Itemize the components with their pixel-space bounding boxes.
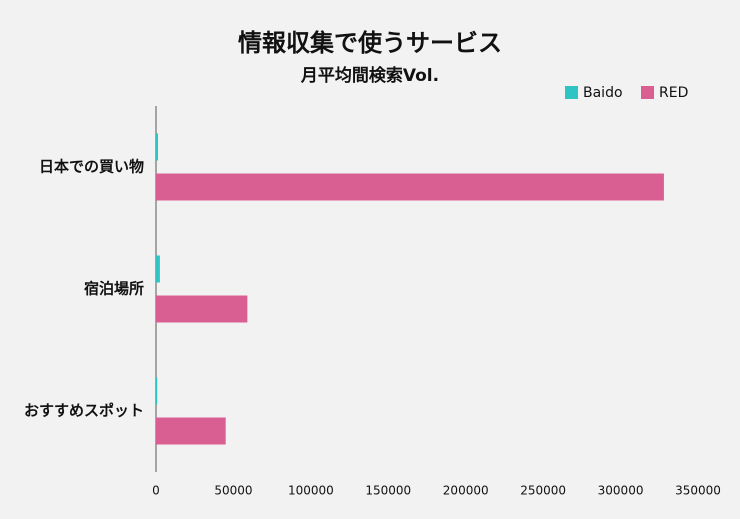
chart-title: 情報収集で使うサービス — [238, 29, 502, 57]
legend-swatch — [565, 86, 578, 99]
x-tick-label: 50000 — [214, 484, 252, 498]
x-tick-label: 350000 — [675, 484, 721, 498]
bar — [156, 133, 159, 161]
x-tick-label: 250000 — [520, 484, 566, 498]
y-tick-label: 日本での買い物 — [39, 158, 144, 176]
legend-label: RED — [659, 85, 688, 101]
bar — [156, 173, 664, 201]
y-tick-label: 宿泊場所 — [84, 280, 144, 298]
bar — [156, 295, 248, 323]
chart-subtitle: 月平均間検索Vol. — [300, 65, 439, 86]
x-tick-label: 0 — [152, 484, 160, 498]
x-tick-label: 100000 — [288, 484, 334, 498]
x-tick-label: 300000 — [598, 484, 644, 498]
bar — [156, 255, 160, 283]
x-tick-label: 200000 — [443, 484, 489, 498]
y-tick-label: おすすめスポット — [24, 402, 144, 420]
legend-swatch — [641, 86, 654, 99]
x-tick-label: 150000 — [365, 484, 411, 498]
legend-label: Baido — [583, 85, 623, 101]
bar — [156, 417, 226, 445]
bar — [156, 377, 158, 405]
